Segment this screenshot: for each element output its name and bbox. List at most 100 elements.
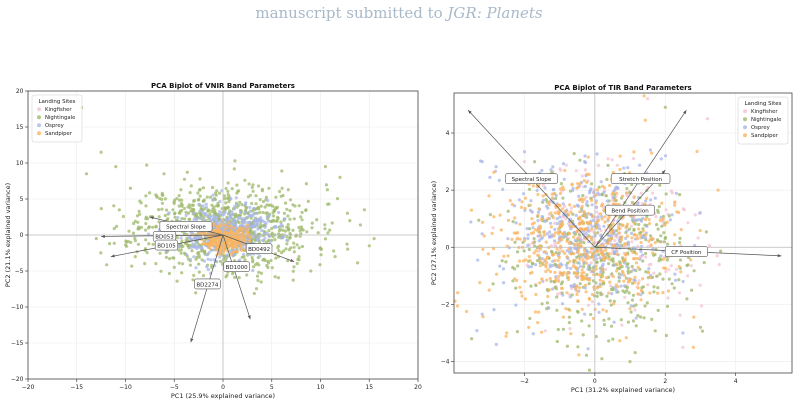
data-point-osprey — [192, 255, 196, 259]
legend-box — [737, 96, 789, 145]
data-point-sandpiper — [611, 244, 615, 248]
data-point-osprey — [267, 219, 271, 223]
data-point-osprey — [537, 239, 541, 243]
data-point-osprey — [263, 225, 267, 229]
data-point-nightingale — [242, 255, 246, 259]
data-point-nightingale — [162, 172, 166, 176]
data-point-sandpiper — [537, 310, 541, 314]
data-point-nightingale — [144, 228, 148, 232]
loading-arrowhead — [777, 254, 782, 258]
loading-label-box — [194, 278, 221, 290]
data-point-nightingale — [215, 189, 219, 193]
data-point-osprey — [184, 252, 188, 256]
data-point-osprey — [285, 238, 289, 242]
data-point-sandpiper — [595, 188, 600, 192]
data-point-sandpiper — [614, 262, 618, 266]
data-point-sandpiper — [481, 247, 485, 251]
data-point-nightingale — [657, 259, 661, 263]
data-point-nightingale — [184, 210, 188, 214]
loading-arrowhead — [149, 216, 154, 220]
data-point-sandpiper — [648, 291, 652, 295]
data-point-nightingale — [279, 220, 283, 224]
data-point-kingfisher — [689, 264, 693, 268]
data-point-osprey — [198, 209, 202, 213]
data-point-nightingale — [144, 221, 148, 226]
loading-label-box — [664, 246, 708, 257]
data-point-nightingale — [247, 182, 251, 186]
data-point-osprey — [584, 232, 588, 236]
data-point-sandpiper — [520, 294, 524, 298]
data-point-sandpiper — [619, 238, 624, 242]
data-point-nightingale — [201, 274, 206, 278]
data-point-osprey — [497, 178, 501, 182]
y-tick-label: 20 — [16, 88, 24, 95]
data-point-nightingale — [511, 220, 515, 224]
data-point-osprey — [613, 285, 617, 289]
data-point-osprey — [615, 290, 619, 294]
data-point-nightingale — [284, 247, 288, 251]
data-point-kingfisher — [564, 163, 568, 167]
data-point-nightingale — [348, 219, 352, 223]
data-point-nightingale — [292, 245, 296, 249]
data-point-osprey — [536, 210, 540, 214]
data-point-nightingale — [527, 187, 532, 191]
data-point-osprey — [598, 256, 602, 260]
data-point-nightingale — [144, 194, 148, 198]
data-point-nightingale — [248, 228, 253, 232]
data-point-osprey — [561, 162, 566, 166]
data-point-nightingale — [678, 240, 682, 245]
data-point-sandpiper — [608, 227, 612, 231]
y-tick-label: −10 — [11, 304, 24, 311]
data-point-osprey — [192, 217, 196, 221]
data-point-sandpiper — [559, 224, 563, 228]
data-point-osprey — [238, 210, 243, 214]
data-point-kingfisher — [670, 191, 674, 195]
data-point-nightingale — [172, 212, 177, 216]
data-point-osprey — [555, 217, 559, 221]
data-point-sandpiper — [643, 118, 647, 122]
data-point-sandpiper — [666, 289, 670, 293]
data-point-sandpiper — [560, 286, 564, 290]
data-point-nightingale — [326, 202, 330, 206]
data-point-sandpiper — [618, 264, 622, 268]
data-point-sandpiper — [513, 216, 517, 220]
data-point-sandpiper — [650, 236, 654, 240]
data-point-nightingale — [556, 327, 560, 332]
data-point-sandpiper — [549, 225, 553, 229]
data-point-sandpiper — [644, 233, 648, 237]
data-point-nightingale — [252, 291, 256, 296]
data-point-nightingale — [555, 295, 559, 299]
data-point-osprey — [475, 329, 479, 333]
data-point-nightingale — [549, 279, 553, 283]
x-tick-label: 0 — [593, 378, 597, 385]
data-point-nightingale — [288, 236, 292, 240]
legend: Landing Sites Kingfisher Nightingale Osprey… — [31, 94, 83, 143]
data-point-nightingale — [607, 339, 611, 343]
data-point-osprey — [234, 196, 238, 200]
data-point-kingfisher — [693, 213, 697, 217]
data-point-nightingale — [572, 152, 576, 156]
legend-title: Landing Sites — [744, 101, 781, 107]
data-point-osprey — [248, 224, 252, 228]
data-point-sandpiper — [575, 292, 579, 297]
data-point-sandpiper — [601, 249, 605, 253]
data-point-nightingale — [232, 167, 236, 171]
data-point-osprey — [548, 265, 552, 269]
data-point-sandpiper — [582, 248, 587, 252]
data-point-nightingale — [270, 266, 274, 270]
data-point-sandpiper — [585, 220, 589, 224]
data-point-nightingale — [631, 293, 636, 297]
data-point-osprey — [555, 222, 559, 226]
data-point-sandpiper — [692, 315, 696, 319]
data-point-osprey — [191, 242, 195, 246]
data-point-sandpiper — [578, 215, 582, 219]
data-point-nightingale — [658, 272, 662, 276]
data-point-sandpiper — [646, 270, 650, 274]
data-point-sandpiper — [536, 253, 540, 257]
data-point-nightingale — [620, 243, 624, 248]
data-point-sandpiper — [607, 291, 611, 295]
data-point-nightingale — [664, 333, 668, 338]
data-point-osprey — [480, 160, 484, 164]
data-point-nightingale — [187, 203, 191, 207]
data-point-osprey — [525, 227, 529, 231]
